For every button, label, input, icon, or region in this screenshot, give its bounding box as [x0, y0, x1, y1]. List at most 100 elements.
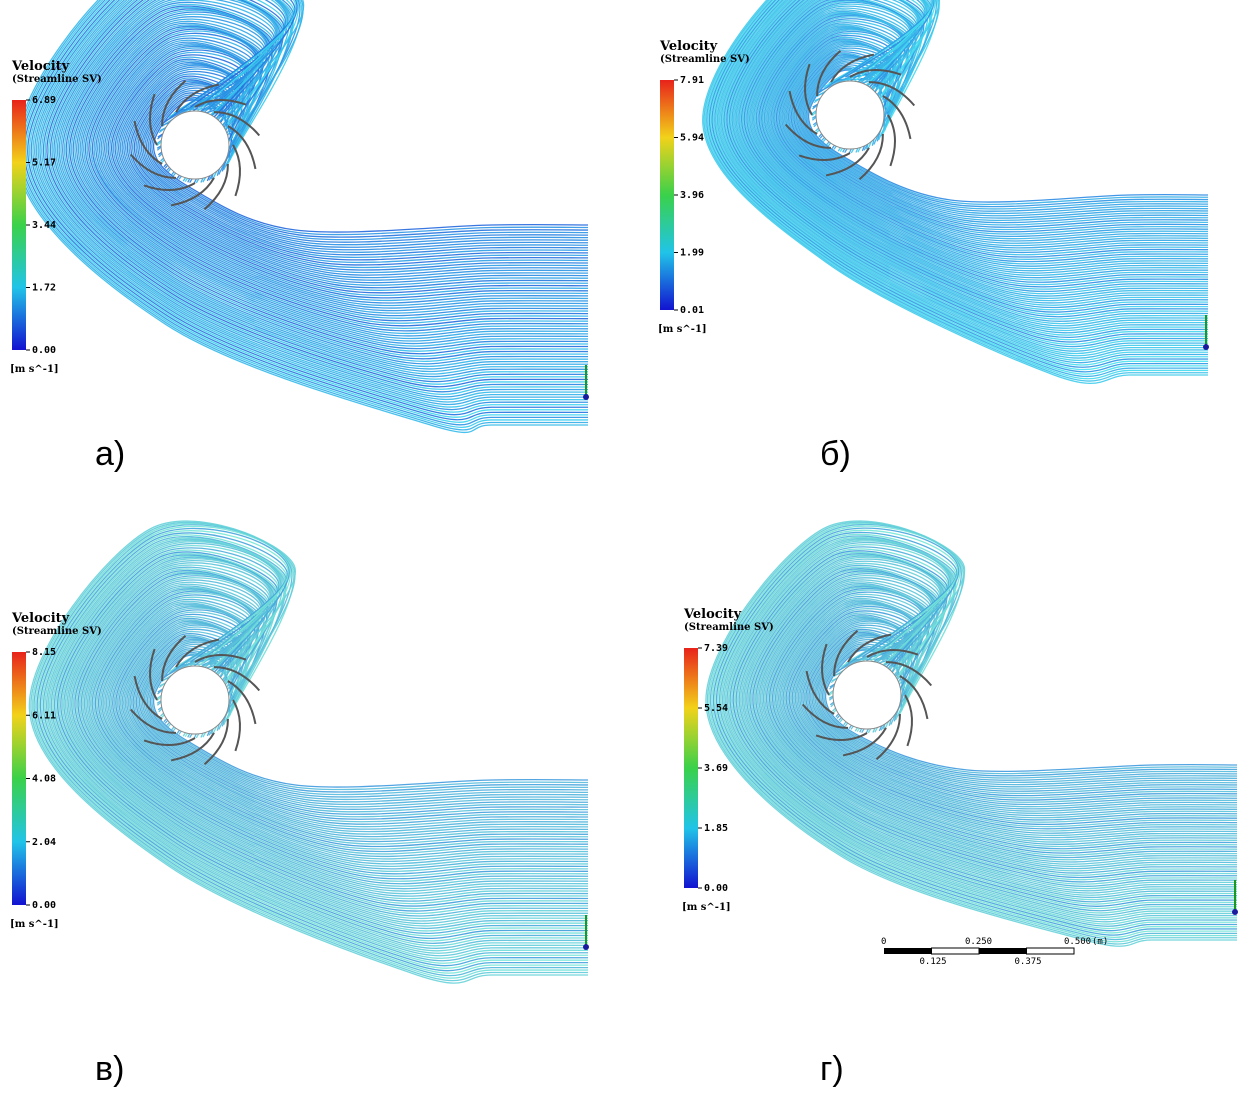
- streamline: [711, 525, 1238, 938]
- streamline: [97, 39, 589, 314]
- color-bar: [660, 80, 674, 310]
- streamline: [72, 568, 589, 915]
- streamline: [714, 529, 1238, 934]
- streamline: [30, 521, 589, 982]
- streamline: [68, 562, 589, 922]
- scale-bar-label: (m): [1092, 937, 1108, 947]
- legend-title: Velocity: [659, 39, 718, 54]
- impeller-blade: [143, 737, 196, 746]
- impeller-blade: [866, 649, 919, 658]
- streamline: [761, 581, 1238, 865]
- streamline: [756, 574, 1238, 872]
- color-bar: [12, 652, 26, 905]
- streamline: [727, 0, 1209, 341]
- streamline: [706, 0, 1209, 378]
- impeller-blade: [858, 133, 884, 181]
- impeller-blade: [161, 634, 187, 682]
- streamline: [67, 6, 589, 357]
- streamline: [69, 8, 589, 355]
- streamline: [36, 527, 589, 972]
- impeller-blade: [213, 666, 261, 692]
- streamline: [42, 0, 589, 393]
- streamline: [58, 552, 589, 937]
- scale-bar-black: [884, 948, 932, 954]
- streamline: [752, 570, 1238, 879]
- scale-bar-label: 0.375: [1015, 957, 1042, 967]
- streamline: [114, 58, 589, 289]
- impeller-blade: [133, 675, 163, 720]
- panel-label: г): [820, 1050, 844, 1088]
- streamline: [702, 0, 1208, 384]
- impeller-blade: [143, 182, 196, 191]
- impeller-blade: [899, 675, 929, 720]
- impeller-blade: [227, 680, 257, 725]
- streamline: [759, 579, 1238, 868]
- color-bar-label: 3.69: [704, 763, 728, 774]
- streamline: [88, 28, 589, 327]
- streamline: [703, 0, 1209, 382]
- streamline: [35, 0, 589, 403]
- streamline: [763, 22, 1209, 279]
- streamline: [105, 47, 589, 302]
- legend-subtitle: (Streamline SV): [684, 622, 774, 633]
- streamline: [46, 538, 589, 957]
- panel-label: в): [95, 1050, 124, 1088]
- streamline: [118, 61, 589, 284]
- streamline: [35, 525, 589, 974]
- scale-bar-label: 0.500: [1064, 937, 1091, 947]
- impeller-blade: [175, 83, 220, 113]
- streamline: [735, 0, 1209, 327]
- streamline: [57, 551, 589, 939]
- streamline: [734, 0, 1209, 329]
- color-bar-label: 1.72: [32, 283, 56, 294]
- streamline: [53, 547, 589, 944]
- color-bar-label: 0.00: [32, 345, 56, 356]
- color-bar: [12, 100, 26, 350]
- streamline: [751, 9, 1209, 299]
- impeller-blade: [213, 111, 261, 137]
- impeller-blade: [833, 629, 859, 677]
- legend-title: Velocity: [11, 611, 70, 626]
- axis-triad-origin: [1203, 344, 1209, 350]
- streamline: [750, 7, 1209, 302]
- streamline: [750, 569, 1238, 881]
- streamline: [118, 617, 589, 843]
- panel: Velocity(Streamline SV) 6.89 5.17 3.44 1.72 0…: [10, 0, 589, 473]
- streamline: [704, 0, 1209, 380]
- streamline: [42, 535, 589, 962]
- streamline: [72, 11, 589, 350]
- impeller-blade: [149, 648, 158, 701]
- impeller-blade: [194, 654, 247, 663]
- impeller-blade: [227, 125, 257, 170]
- streamline: [738, 555, 1238, 899]
- impeller-blade: [798, 152, 851, 161]
- color-bar-label: 4.08: [32, 774, 56, 785]
- impeller-blade: [830, 53, 875, 83]
- streamline: [88, 585, 589, 890]
- streamline: [56, 0, 589, 373]
- streamline: [728, 544, 1238, 914]
- streamline: [712, 527, 1238, 936]
- streamline: [104, 602, 589, 865]
- streamline: [739, 0, 1209, 320]
- streamline: [705, 520, 1237, 947]
- color-bar-label: 8.15: [32, 647, 56, 658]
- streamline: [85, 581, 589, 895]
- streamline: [76, 16, 589, 345]
- streamline: [707, 0, 1209, 375]
- impeller-blade: [161, 79, 187, 127]
- impeller-blade: [170, 732, 215, 762]
- streamline: [52, 545, 589, 947]
- legend-unit: [m s^-1]: [10, 919, 59, 930]
- streamline: [779, 39, 1209, 251]
- color-bar-label: 5.17: [32, 158, 56, 169]
- streamline: [762, 583, 1238, 863]
- panel-label: б): [820, 435, 851, 473]
- streamline: [14, 0, 588, 434]
- streamline: [781, 40, 1209, 249]
- streamline: [715, 0, 1209, 361]
- axis-triad-origin: [583, 944, 589, 950]
- impeller-blade: [170, 177, 215, 207]
- streamline: [105, 603, 589, 863]
- streamline: [803, 626, 1238, 803]
